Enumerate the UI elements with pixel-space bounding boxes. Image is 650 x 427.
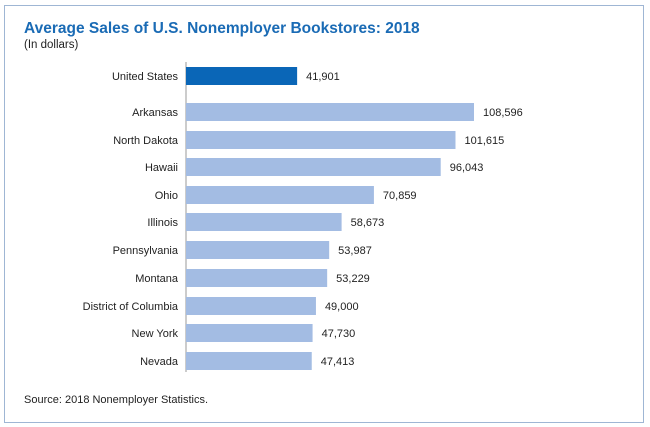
category-label: New York [132, 328, 179, 340]
value-label: 47,413 [321, 356, 355, 368]
chart-title: Average Sales of U.S. Nonemployer Bookst… [24, 20, 420, 37]
category-label: North Dakota [113, 135, 179, 147]
bar [186, 158, 441, 176]
value-label: 58,673 [351, 217, 385, 229]
bar [186, 103, 474, 121]
chart-source: Source: 2018 Nonemployer Statistics. [24, 394, 209, 406]
bar [186, 352, 312, 370]
value-label: 101,615 [464, 135, 504, 147]
bar [186, 186, 374, 204]
chart-subtitle: (In dollars) [24, 39, 79, 51]
value-label: 49,000 [325, 301, 359, 313]
bar [186, 297, 316, 315]
bar [186, 324, 313, 342]
value-label: 108,596 [483, 107, 523, 119]
value-label: 96,043 [450, 162, 484, 174]
bar [186, 241, 330, 259]
chart-frame [4, 5, 644, 423]
value-label: 70,859 [383, 190, 417, 202]
value-label: 41,901 [306, 71, 340, 83]
value-label: 47,730 [322, 328, 356, 340]
value-label: 53,229 [336, 273, 370, 285]
category-label: Ohio [155, 190, 178, 202]
bar [186, 213, 342, 231]
category-label: United States [112, 71, 179, 83]
category-label: Hawaii [145, 162, 178, 174]
category-label: Nevada [140, 356, 179, 368]
category-label: Arkansas [132, 107, 178, 119]
value-label: 53,987 [338, 245, 372, 257]
category-label: District of Columbia [83, 301, 179, 313]
bar [186, 131, 456, 149]
category-label: Pennsylvania [113, 245, 179, 257]
bar [186, 67, 298, 85]
bar [186, 269, 328, 287]
category-label: Montana [135, 273, 179, 285]
category-label: Illinois [147, 217, 178, 229]
